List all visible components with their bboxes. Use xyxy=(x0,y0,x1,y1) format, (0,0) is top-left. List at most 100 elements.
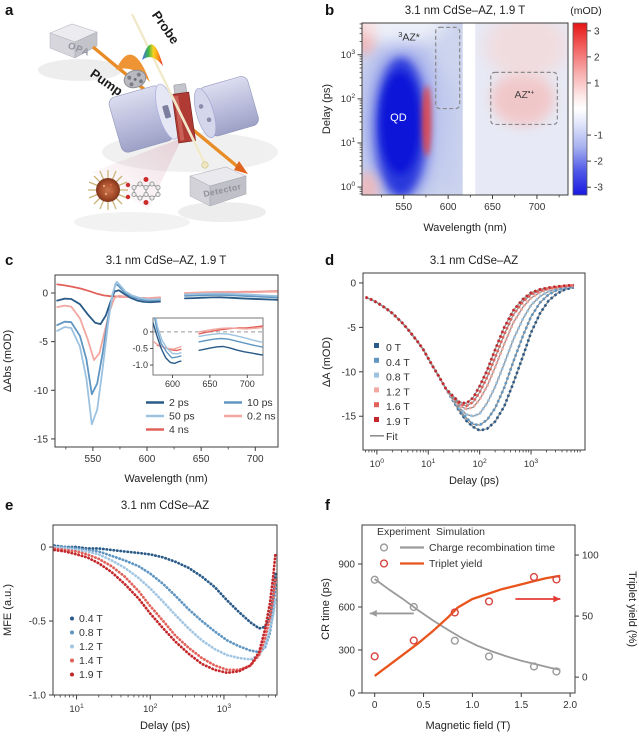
panel-f-left-ylabel: CR time (ps) xyxy=(320,578,332,640)
svg-text:100: 100 xyxy=(341,181,356,193)
panel-b-title: 3.1 nm CdSe–AZ, 1.9 T xyxy=(405,5,526,17)
svg-text:AZ•+: AZ•+ xyxy=(515,89,535,101)
svg-text:0.4 T: 0.4 T xyxy=(386,357,410,369)
svg-text:0: 0 xyxy=(372,700,378,711)
svg-text:700: 700 xyxy=(247,454,264,465)
magnet-right xyxy=(193,76,259,139)
svg-text:-2: -2 xyxy=(594,157,603,168)
svg-text:0.5: 0.5 xyxy=(417,700,431,711)
svg-text:-1.0: -1.0 xyxy=(132,360,148,370)
panel-c-xlabel: Wavelength (nm) xyxy=(124,473,207,485)
dye-molecule xyxy=(125,177,161,205)
panel-e-ylabel: MFE (a.u.) xyxy=(2,584,14,636)
panel-b-xlabel: Wavelength (nm) xyxy=(423,222,506,234)
svg-text:1.2 T: 1.2 T xyxy=(386,386,410,398)
svg-text:101: 101 xyxy=(421,458,436,470)
svg-text:50: 50 xyxy=(582,612,594,623)
panel-f-right-ylabel: Triplet yield (%) xyxy=(626,571,638,647)
svg-text:Experiment: Experiment xyxy=(377,526,430,538)
svg-text:Simulation: Simulation xyxy=(436,526,485,538)
panel-letter-b: b xyxy=(325,2,335,19)
svg-text:Triplet yield: Triplet yield xyxy=(429,558,482,570)
svg-text:-15: -15 xyxy=(34,434,49,445)
svg-text:550: 550 xyxy=(395,202,412,213)
svg-text:600: 600 xyxy=(165,379,180,389)
spectra-chart: 3.1 nm CdSe–AZ, 1.9 T ΔAbs (mOD) Wavelen… xyxy=(2,255,279,485)
panel-c-title: 3.1 nm CdSe–AZ, 1.9 T xyxy=(106,255,227,267)
panel-letter-e: e xyxy=(5,497,14,514)
panel-b-ylabel: Delay (ps) xyxy=(321,84,333,134)
svg-text:0: 0 xyxy=(350,278,356,289)
svg-text:102: 102 xyxy=(143,703,158,715)
svg-text:0: 0 xyxy=(42,288,48,299)
svg-text:QD: QD xyxy=(390,112,407,124)
svg-text:0.8 T: 0.8 T xyxy=(79,627,103,639)
svg-text:103: 103 xyxy=(341,49,356,61)
svg-text:101: 101 xyxy=(341,137,356,149)
panel-a: a xyxy=(0,0,320,250)
svg-text:-0.5: -0.5 xyxy=(132,343,148,353)
svg-text:0: 0 xyxy=(582,673,588,684)
svg-text:0: 0 xyxy=(40,543,46,554)
svg-text:4 ns: 4 ns xyxy=(169,424,189,436)
svg-text:1: 1 xyxy=(594,78,600,89)
panel-f: f CR time (ps) Triplet yield (%) Magneti… xyxy=(320,495,639,740)
svg-text:1.6 T: 1.6 T xyxy=(386,401,410,413)
heatmap-chart: 3.1 nm CdSe–AZ, 1.9 T (mOD) Delay (ps) W… xyxy=(321,5,603,234)
svg-text:-1: -1 xyxy=(594,131,603,142)
panel-e-title: 3.1 nm CdSe–AZ xyxy=(121,500,209,512)
svg-text:1.9 T: 1.9 T xyxy=(386,416,410,428)
chopper-wheel xyxy=(123,69,147,89)
svg-text:1.2 T: 1.2 T xyxy=(79,641,103,653)
svg-text:650: 650 xyxy=(193,454,210,465)
svg-text:650: 650 xyxy=(484,202,501,213)
detector-box xyxy=(189,166,247,207)
field-dependence-chart: CR time (ps) Triplet yield (%) Magnetic … xyxy=(320,524,638,732)
svg-text:0.2 ns: 0.2 ns xyxy=(247,411,276,423)
svg-text:700: 700 xyxy=(529,202,546,213)
svg-text:0: 0 xyxy=(143,327,148,337)
svg-text:3: 3 xyxy=(594,26,600,37)
svg-text:0.4 T: 0.4 T xyxy=(79,613,103,625)
nanocrystal xyxy=(88,170,128,210)
probe-label: Probe xyxy=(149,8,182,47)
panel-f-xlabel: Magnetic field (T) xyxy=(426,720,511,732)
setup-schematic: OPA Pump Probe Detector xyxy=(38,8,278,232)
svg-text:600: 600 xyxy=(139,454,156,465)
svg-text:0 T: 0 T xyxy=(386,342,402,354)
pump-pulse xyxy=(116,54,150,82)
panel-d: d 3.1 nm CdSe–AZ ΔA (mOD) Delay (ps) 0 -5… xyxy=(320,250,639,495)
svg-text:0.8 T: 0.8 T xyxy=(386,372,410,384)
svg-text:1.9 T: 1.9 T xyxy=(79,669,103,681)
svg-text:103: 103 xyxy=(524,458,539,470)
svg-text:300: 300 xyxy=(338,645,355,656)
svg-text:Charge recombination time: Charge recombination time xyxy=(429,542,555,554)
svg-text:1.0: 1.0 xyxy=(465,700,479,711)
light-cone xyxy=(92,138,182,210)
svg-text:-5: -5 xyxy=(39,337,48,348)
svg-text:700: 700 xyxy=(240,379,255,389)
svg-text:650: 650 xyxy=(202,379,217,389)
svg-text:103: 103 xyxy=(217,703,232,715)
svg-text:600: 600 xyxy=(440,202,457,213)
panel-letter-c: c xyxy=(5,252,14,269)
panel-d-ylabel: ΔA (mOD) xyxy=(321,337,333,387)
panel-letter-d: d xyxy=(325,252,335,269)
svg-text:2.0: 2.0 xyxy=(563,700,577,711)
svg-text:-5: -5 xyxy=(347,323,356,334)
svg-text:-10: -10 xyxy=(342,367,357,378)
svg-text:1.4 T: 1.4 T xyxy=(79,655,103,667)
panel-d-xlabel: Delay (ps) xyxy=(449,475,499,487)
svg-text:3AZ*: 3AZ* xyxy=(398,30,420,44)
mfe-chart: 3.1 nm CdSe–AZ MFE (a.u.) Delay (ps) 0 -0… xyxy=(2,500,278,732)
svg-text:-10: -10 xyxy=(34,386,49,397)
svg-text:600: 600 xyxy=(338,602,355,613)
opa-box xyxy=(49,23,98,59)
svg-text:-15: -15 xyxy=(342,412,357,423)
svg-text:-0.5: -0.5 xyxy=(29,617,47,628)
svg-text:2 ps: 2 ps xyxy=(169,397,189,409)
magnet-left xyxy=(108,83,180,153)
panel-c: c 3.1 nm CdSe–AZ, 1.9 T ΔAbs (mOD) Wavel… xyxy=(0,250,320,495)
svg-text:50 ps: 50 ps xyxy=(169,411,195,423)
panel-b: b 3.1 nm CdSe–AZ, 1.9 T (mOD) Delay (ps)… xyxy=(320,0,639,250)
